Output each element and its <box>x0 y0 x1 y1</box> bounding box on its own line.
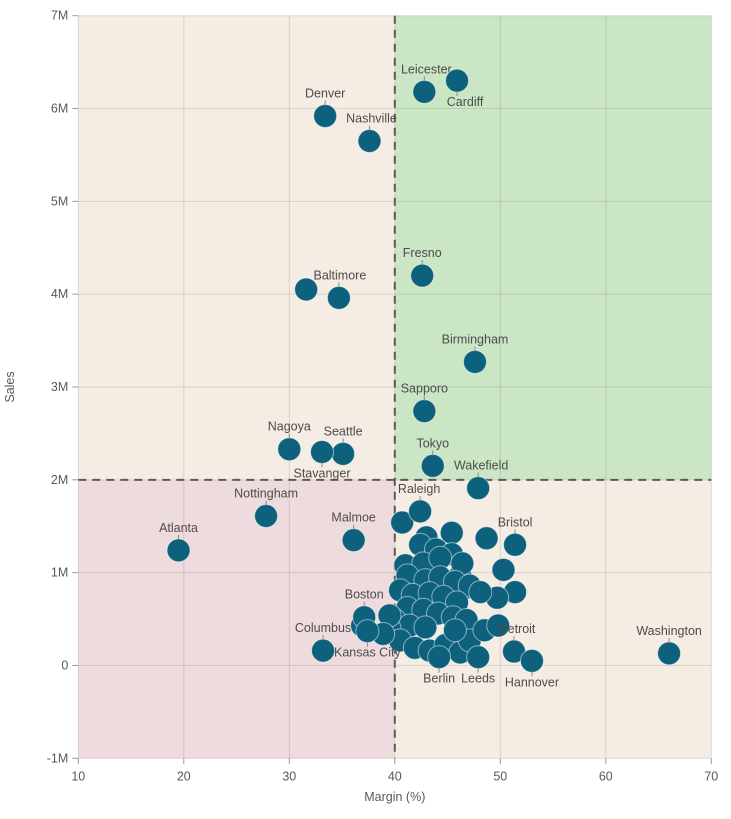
y-tick-label: 2M <box>51 473 68 487</box>
data-point[interactable] <box>390 510 415 535</box>
point-label-baltimore: Baltimore <box>313 268 366 282</box>
point-label-washington: Washington <box>636 624 702 638</box>
point-label-birmingham: Birmingham <box>442 332 509 346</box>
y-axis-title: Sales <box>3 371 17 402</box>
data-point-leicester[interactable] <box>412 79 437 104</box>
x-tick-label: 70 <box>704 769 718 783</box>
data-point-atlanta[interactable] <box>166 538 191 563</box>
data-point[interactable] <box>474 526 499 551</box>
point-label-kansas-city: Kansas City <box>334 646 401 660</box>
point-label-bristol: Bristol <box>498 515 533 529</box>
data-point-leeds[interactable] <box>466 645 491 670</box>
y-tick-label: 0 <box>61 658 68 672</box>
data-point[interactable] <box>442 618 467 643</box>
data-point-denver[interactable] <box>313 103 338 128</box>
data-point-tokyo[interactable] <box>420 453 445 478</box>
quadrant-top-left <box>78 15 395 480</box>
y-tick-label: 7M <box>51 9 68 23</box>
point-label-hannover: Hannover <box>505 675 559 689</box>
point-label-columbus: Columbus <box>295 621 351 635</box>
x-axis-title: Margin (%) <box>364 790 425 804</box>
x-tick-label: 50 <box>493 769 507 783</box>
data-point-berlin[interactable] <box>427 645 452 670</box>
data-point-malmoe[interactable] <box>341 528 366 553</box>
data-point-baltimore[interactable] <box>326 285 351 310</box>
data-point-columbus[interactable] <box>311 638 336 663</box>
data-point-nottingham[interactable] <box>254 504 279 529</box>
y-tick-label: 4M <box>51 287 68 301</box>
y-tick-label: 3M <box>51 380 68 394</box>
quadrant-bottom-left <box>78 479 395 759</box>
x-tick-label: 40 <box>388 769 402 783</box>
data-point[interactable] <box>486 613 511 638</box>
point-label-wakefield: Wakefield <box>454 459 508 473</box>
data-point-hannover[interactable] <box>519 648 544 673</box>
point-label-nagoya: Nagoya <box>268 420 311 434</box>
point-label-detroit: Detroit <box>499 622 536 636</box>
data-point-fresno[interactable] <box>410 263 435 288</box>
point-label-leicester: Leicester <box>401 62 452 76</box>
data-point[interactable] <box>491 557 516 582</box>
data-point-raleigh[interactable] <box>408 499 433 524</box>
point-label-denver: Denver <box>305 86 345 100</box>
x-tick-label: 30 <box>282 769 296 783</box>
point-label-nottingham: Nottingham <box>234 487 298 501</box>
data-point-stavanger[interactable] <box>310 439 335 464</box>
data-point-nashville[interactable] <box>357 129 382 154</box>
point-label-leeds: Leeds <box>461 672 495 686</box>
point-label-sapporo: Sapporo <box>401 382 448 396</box>
data-point-seattle[interactable] <box>331 441 356 466</box>
data-point-cardiff[interactable] <box>445 68 470 93</box>
data-point[interactable] <box>294 277 319 302</box>
y-tick-label: 5M <box>51 194 68 208</box>
data-point-sapporo[interactable] <box>412 399 437 424</box>
point-label-raleigh: Raleigh <box>398 482 440 496</box>
data-point[interactable] <box>468 580 493 605</box>
x-tick-label: 60 <box>599 769 613 783</box>
point-label-berlin: Berlin <box>423 672 455 686</box>
point-label-malmoe: Malmoe <box>331 511 376 525</box>
point-label-tokyo: Tokyo <box>416 436 449 450</box>
data-point[interactable] <box>413 615 438 640</box>
point-label-nashville: Nashville <box>346 112 397 126</box>
point-label-fresno: Fresno <box>403 246 442 260</box>
point-label-atlanta: Atlanta <box>159 521 198 535</box>
data-point-wakefield[interactable] <box>466 476 491 501</box>
data-point-washington[interactable] <box>657 641 682 666</box>
y-tick-label: 1M <box>51 566 68 580</box>
point-label-seattle: Seattle <box>324 424 363 438</box>
point-label-boston: Boston <box>345 588 384 602</box>
point-label-cardiff: Cardiff <box>447 95 484 109</box>
data-point-kansas-city[interactable] <box>355 619 380 644</box>
y-tick-label: 6M <box>51 102 68 116</box>
quadrant-top-right <box>394 15 712 480</box>
point-label-stavanger: Stavanger <box>294 466 351 480</box>
y-tick-label: -1M <box>47 751 69 765</box>
x-tick-label: 10 <box>71 769 85 783</box>
data-point-bristol[interactable] <box>503 532 528 557</box>
data-point-birmingham[interactable] <box>462 349 487 374</box>
x-tick-label: 20 <box>177 769 191 783</box>
data-point-nagoya[interactable] <box>277 437 302 462</box>
